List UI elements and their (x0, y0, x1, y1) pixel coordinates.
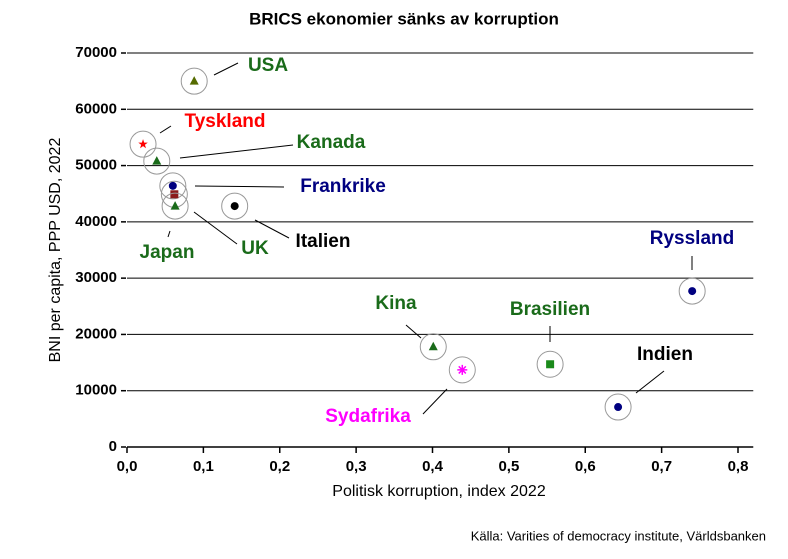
y-tick-label: 20000 (75, 325, 117, 342)
point-label: Japan (140, 242, 195, 263)
chart-title: BRICS ekonomier sänks av korruption (249, 9, 559, 28)
point-ring (604, 393, 632, 421)
point-label: Ryssland (650, 228, 734, 249)
y-tick-label: 60000 (75, 100, 117, 117)
point-ring (129, 130, 157, 158)
y-tick-label: 70000 (75, 44, 117, 61)
point (168, 181, 177, 190)
point-label: USA (248, 55, 288, 76)
x-tick-label: 0,1 (193, 458, 214, 475)
point (138, 139, 148, 149)
point (457, 364, 468, 375)
leader-line (167, 230, 171, 238)
point (688, 287, 697, 296)
x-tick-label: 0,7 (651, 458, 672, 475)
leader-line (213, 62, 239, 76)
y-axis-label: BNI per capita, PPP USD, 2022 (47, 138, 64, 363)
y-tick-label: 10000 (75, 382, 117, 399)
x-tick-label: 0,6 (575, 458, 596, 475)
point-ring (536, 350, 564, 378)
y-tick-label: 30000 (75, 269, 117, 286)
point (189, 76, 199, 85)
leader-line (422, 388, 448, 415)
leader-line (254, 219, 290, 239)
x-tick-label: 0,8 (728, 458, 749, 475)
point-label: Italien (296, 231, 351, 252)
point-ring (221, 192, 249, 220)
point-label: Tyskland (185, 111, 266, 132)
x-tick-label: 0,5 (498, 458, 519, 475)
point-label: Brasilien (510, 299, 590, 320)
point-ring (161, 192, 189, 220)
x-tick-label: 0,0 (117, 458, 138, 475)
point-ring (419, 333, 447, 361)
point-label: UK (241, 238, 269, 259)
x-tick-label: 0,4 (422, 458, 444, 475)
point (230, 202, 239, 211)
point (170, 190, 179, 199)
source-note: Källa: Varities of democracy institute, … (471, 528, 766, 543)
x-tick-label: 0,3 (346, 458, 367, 475)
point-label: Kanada (297, 132, 366, 153)
point (170, 201, 180, 210)
y-tick-label: 0 (109, 438, 117, 455)
point-ring (448, 356, 476, 384)
y-tick-label: 40000 (75, 213, 117, 230)
point-label: Kina (375, 293, 417, 314)
point-ring (159, 172, 187, 200)
point (428, 341, 438, 351)
point-ring (678, 277, 706, 305)
point-ring (180, 67, 208, 95)
x-axis-label: Politisk korruption, index 2022 (332, 483, 546, 500)
point-label: Sydafrika (325, 406, 411, 427)
y-tick-label: 50000 (75, 157, 117, 174)
leader-line (635, 370, 665, 394)
point (546, 360, 555, 369)
leader-line (193, 211, 238, 245)
point (152, 156, 162, 165)
point-ring (143, 147, 171, 175)
point-label: Indien (637, 344, 693, 365)
x-tick-label: 0,2 (269, 458, 290, 475)
leader-line (159, 125, 172, 134)
leader-line (179, 144, 294, 159)
leader-line (405, 324, 422, 339)
leader-line (194, 185, 285, 188)
point-label: Frankrike (300, 176, 386, 197)
point (614, 403, 623, 412)
